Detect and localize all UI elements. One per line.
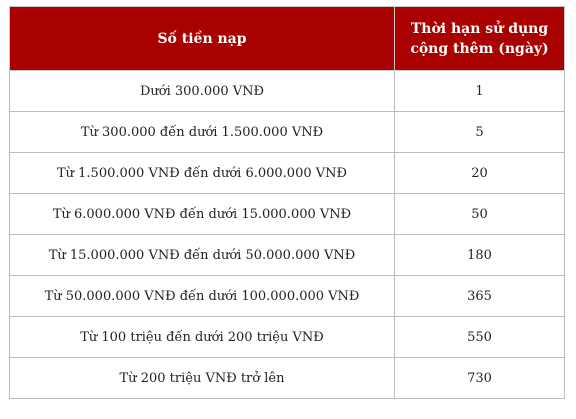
cell-amount: Từ 300.000 đến dưới 1.500.000 VNĐ (9, 111, 395, 153)
cell-amount: Từ 200 triệu VNĐ trở lên (9, 357, 395, 399)
cell-days: 730 (394, 357, 565, 399)
table-body: Dưới 300.000 VNĐ 1 Từ 300.000 đến dưới 1… (9, 70, 565, 399)
cell-days: 1 (394, 70, 565, 112)
cell-amount: Từ 6.000.000 VNĐ đến dưới 15.000.000 VNĐ (9, 193, 395, 235)
header-extra-days: Thời hạn sử dụng cộng thêm (ngày) (394, 6, 565, 71)
cell-amount: Từ 50.000.000 VNĐ đến dưới 100.000.000 V… (9, 275, 395, 317)
cell-amount: Từ 100 triệu đến dưới 200 triệu VNĐ (9, 316, 395, 358)
cell-days: 180 (394, 234, 565, 276)
header-amount: Số tiền nạp (9, 6, 395, 71)
header-row: Số tiền nạp Thời hạn sử dụng cộng thêm (… (9, 6, 565, 71)
table-header: Số tiền nạp Thời hạn sử dụng cộng thêm (… (9, 6, 565, 71)
topup-table-container: Số tiền nạp Thời hạn sử dụng cộng thêm (… (9, 6, 565, 399)
cell-amount: Từ 15.000.000 VNĐ đến dưới 50.000.000 VN… (9, 234, 395, 276)
table-row: Từ 50.000.000 VNĐ đến dưới 100.000.000 V… (9, 275, 565, 317)
table-row: Từ 100 triệu đến dưới 200 triệu VNĐ 550 (9, 316, 565, 358)
cell-amount: Từ 1.500.000 VNĐ đến dưới 6.000.000 VNĐ (9, 152, 395, 194)
table-row: Từ 15.000.000 VNĐ đến dưới 50.000.000 VN… (9, 234, 565, 276)
topup-bonus-table: Số tiền nạp Thời hạn sử dụng cộng thêm (… (9, 6, 565, 399)
cell-amount: Dưới 300.000 VNĐ (9, 70, 395, 112)
table-row: Từ 6.000.000 VNĐ đến dưới 15.000.000 VNĐ… (9, 193, 565, 235)
table-row: Từ 300.000 đến dưới 1.500.000 VNĐ 5 (9, 111, 565, 153)
table-row: Từ 1.500.000 VNĐ đến dưới 6.000.000 VNĐ … (9, 152, 565, 194)
table-row: Dưới 300.000 VNĐ 1 (9, 70, 565, 112)
table-row: Từ 200 triệu VNĐ trở lên 730 (9, 357, 565, 399)
cell-days: 365 (394, 275, 565, 317)
cell-days: 20 (394, 152, 565, 194)
cell-days: 5 (394, 111, 565, 153)
cell-days: 50 (394, 193, 565, 235)
cell-days: 550 (394, 316, 565, 358)
